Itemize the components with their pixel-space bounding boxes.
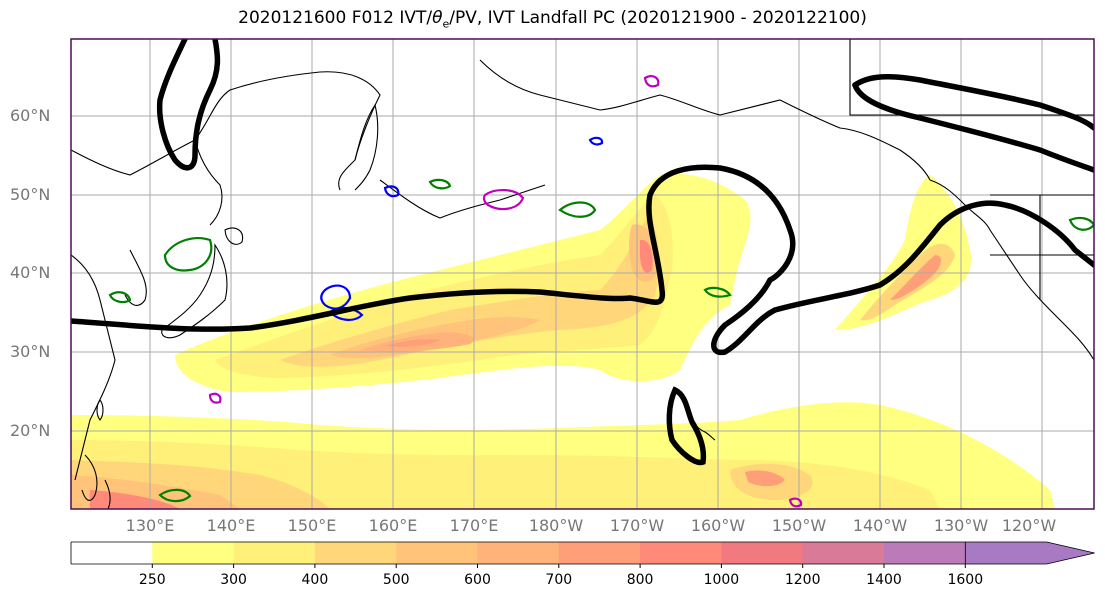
ivt-filled-contours — [71, 173, 1055, 509]
lon-label-170e: 170°E — [449, 516, 499, 535]
lon-label-130e: 130°E — [125, 516, 175, 535]
pv-green-4 — [1068, 216, 1094, 231]
ivt-band-central-300 — [215, 195, 673, 378]
coast-hokkaido — [224, 227, 244, 245]
lon-label-140e: 140°E — [206, 516, 256, 535]
ivt-band-east-700 — [890, 255, 942, 300]
theta-e-canada-1 — [852, 73, 1094, 131]
pv-blue-3 — [383, 185, 400, 198]
theta-e-north — [156, 39, 221, 171]
colorbar-segment — [640, 542, 722, 564]
theta-e-canada-2 — [852, 82, 1094, 173]
lon-label-160w: 160°W — [690, 516, 746, 535]
pv-magenta-3 — [208, 392, 222, 404]
colorbar-tick-label: 1400 — [866, 572, 902, 588]
colorbar-tick-label: 300 — [220, 572, 247, 588]
theta-e-main — [71, 164, 1094, 356]
colorbar-tick-label: 250 — [138, 572, 166, 588]
lat-label-30: 30°N — [10, 342, 51, 361]
colorbar-tick-label: 400 — [301, 572, 329, 588]
lat-label-60: 60°N — [10, 106, 51, 125]
colorbar-segment — [802, 542, 885, 564]
colorbar-tick-label: 600 — [464, 572, 491, 588]
lon-label-120w: 120°W — [1001, 516, 1057, 535]
coast-okhotsk — [194, 139, 223, 226]
coast-korea — [124, 249, 147, 306]
pv-magenta-1 — [482, 189, 525, 211]
theta-e-contours — [71, 39, 1094, 466]
colorbar-tick-label: 1200 — [784, 572, 821, 588]
colorbar-outline — [70, 541, 966, 565]
coast-kamchatka — [354, 103, 379, 191]
coast-aleutians — [379, 179, 546, 219]
map-frame — [70, 38, 1095, 510]
map-area — [71, 39, 1094, 509]
colorbar-extend-arrow — [964, 541, 1095, 565]
pv-magenta-2 — [643, 75, 660, 88]
coast-asia — [71, 71, 381, 191]
ivt-band-east-250 — [835, 175, 972, 330]
pv-blue-2 — [328, 306, 364, 321]
lon-label-150w: 150°W — [771, 516, 827, 535]
lon-label-180w: 180°W — [528, 516, 584, 535]
pv-green-7 — [428, 178, 452, 190]
colorbar-tick-label: 1600 — [947, 572, 984, 588]
colorbar-tick-label: 700 — [545, 572, 573, 588]
colorbar-tick-label: 1000 — [703, 572, 740, 588]
lat-label-20: 20°N — [10, 421, 51, 440]
colorbar-segment — [152, 542, 235, 564]
colorbar-segment — [71, 542, 153, 564]
coast-philippines — [81, 454, 111, 509]
coast-alaska-south — [719, 99, 931, 181]
pv-contours — [108, 75, 1094, 508]
lon-label-160e: 160°E — [368, 516, 418, 535]
colorbar-tick-label: 800 — [626, 572, 654, 588]
ivt-tropical-700 — [90, 490, 180, 509]
colorbar-segment — [558, 542, 641, 564]
pv-green-6 — [108, 291, 132, 304]
pv-green-1 — [163, 237, 213, 272]
lon-label-170w: 170°W — [609, 516, 665, 535]
ivt-band-central-400 — [280, 215, 660, 367]
colorbar-segment — [477, 542, 560, 564]
pv-green-5 — [158, 488, 192, 503]
lat-label-40: 40°N — [10, 263, 51, 282]
lon-label-150e: 150°E — [287, 516, 337, 535]
theta-e-hawaii — [666, 386, 707, 466]
colorbar-segment — [721, 542, 804, 564]
ivt-colorbar — [70, 541, 1095, 568]
colorbar-segment — [233, 542, 316, 564]
colorbar-tick-label: 500 — [382, 572, 410, 588]
colorbar-segment — [396, 542, 478, 564]
graticule — [71, 39, 1094, 509]
lon-label-140w: 140°W — [852, 516, 908, 535]
colorbar-segment — [884, 542, 966, 564]
colorbar-segment — [314, 542, 397, 564]
pv-green-2 — [558, 201, 597, 218]
ivt-core-north-700 — [640, 239, 653, 273]
coast-japan — [161, 243, 228, 339]
pv-magenta-4 — [788, 497, 803, 508]
coast-bc — [929, 179, 991, 231]
coast-china — [71, 254, 116, 481]
ivt-tropical-600 — [745, 470, 785, 487]
lon-label-130w: 130°W — [933, 516, 989, 535]
coast-canada-interior — [849, 39, 1094, 300]
ivt-band-central-700 — [385, 339, 440, 347]
map-title: 2020121600 F012 IVT/θe/PV, IVT Landfall … — [238, 8, 867, 31]
coast-taiwan — [96, 399, 104, 421]
lat-label-50: 50°N — [10, 185, 51, 204]
pv-blue-4 — [588, 136, 604, 146]
coast-uswest — [989, 229, 1094, 361]
coast-alaska-west — [479, 59, 721, 116]
pv-green-3 — [703, 286, 732, 298]
